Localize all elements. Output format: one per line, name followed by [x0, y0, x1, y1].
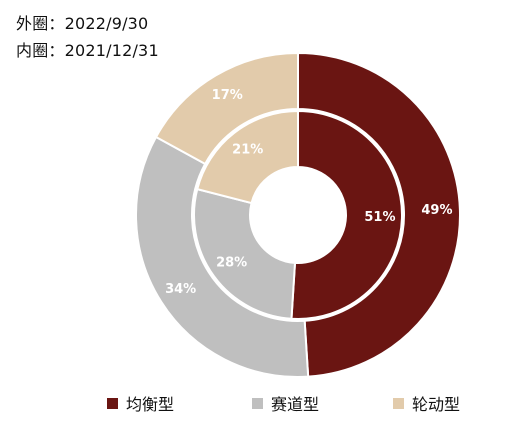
legend-label-track: 赛道型: [271, 395, 320, 414]
outer-slice-track: [135, 135, 310, 378]
legend-label-rotation: 轮动型: [412, 395, 461, 414]
legend-swatch-rotation: [393, 397, 404, 409]
outer-label-balanced: 49%: [421, 203, 452, 218]
inner-slice-track: [193, 187, 297, 320]
outer-slice-rotation: [154, 51, 299, 166]
outer-slice-balanced: [297, 51, 461, 378]
outer-label-track: 34%: [165, 282, 196, 297]
inner-label-rotation: 21%: [232, 143, 263, 158]
legend-item-track: 赛道型: [252, 388, 319, 418]
legend-item-rotation: 轮动型: [393, 388, 460, 418]
legend-swatch-track: [252, 397, 263, 409]
legend-swatch-balanced: [107, 397, 118, 409]
inner-slice-rotation: [196, 109, 299, 205]
legend-label-balanced: 均衡型: [126, 395, 175, 414]
chart-legend: 均衡型 赛道型 轮动型: [0, 388, 522, 418]
outer-label-rotation: 17%: [212, 88, 243, 103]
legend-item-balanced: 均衡型: [107, 388, 174, 418]
inner-label-track: 28%: [216, 256, 247, 271]
inner-slice-balanced: [290, 109, 403, 320]
outer-ring-caption: 外圈：2022/9/30: [16, 14, 149, 33]
inner-label-balanced: 51%: [364, 210, 395, 225]
inner-ring-caption: 内圈：2021/12/31: [16, 41, 159, 60]
